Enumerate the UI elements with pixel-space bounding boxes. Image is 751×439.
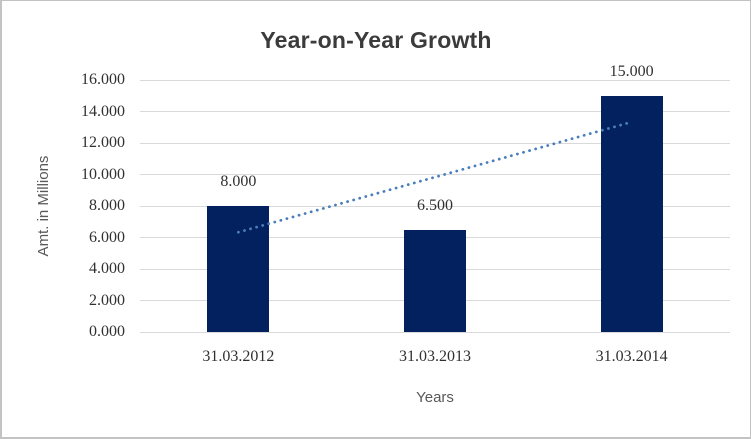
- x-category-label: 31.03.2014: [595, 348, 668, 365]
- trendline-layer: [236, 120, 634, 234]
- x-axis-title: Years: [416, 389, 454, 406]
- chart-bar[interactable]: [600, 95, 663, 332]
- y-tick-label: 0.000: [89, 323, 125, 340]
- chart-bar[interactable]: [404, 229, 466, 332]
- y-tick-label: 14.000: [81, 102, 125, 120]
- gridline: [140, 205, 730, 207]
- bar-data-label: 8.000: [220, 173, 257, 190]
- y-tick-label: 8.000: [89, 197, 125, 214]
- y-tick-label: 2.000: [89, 291, 125, 309]
- x-category-label: 31.03.2013: [399, 348, 471, 365]
- y-tick-label: 16.000: [81, 71, 125, 88]
- gridline: [140, 79, 730, 81]
- gridline: [140, 111, 730, 112]
- y-tick-label: 10.000: [81, 165, 125, 183]
- linear-trendline[interactable]: [236, 120, 634, 234]
- chart-title: Year-on-Year Growth: [260, 27, 492, 53]
- bar-data-label: 15.000: [609, 62, 654, 80]
- x-category-label: 31.03.2012: [202, 348, 275, 365]
- gridline: [140, 142, 730, 144]
- y-tick-label: 6.000: [89, 228, 125, 246]
- gridline: [140, 331, 730, 333]
- y-tick-label: 4.000: [89, 260, 125, 277]
- plot-area: 0.000 2.000 4.000 6.000 8.000 10.000 12.000 14.…: [81, 63, 730, 365]
- chart-bar[interactable]: [207, 206, 270, 332]
- gridline: [140, 174, 730, 175]
- bar-data-label: 6.500: [417, 196, 453, 214]
- y-tick-label: 12.000: [81, 134, 125, 151]
